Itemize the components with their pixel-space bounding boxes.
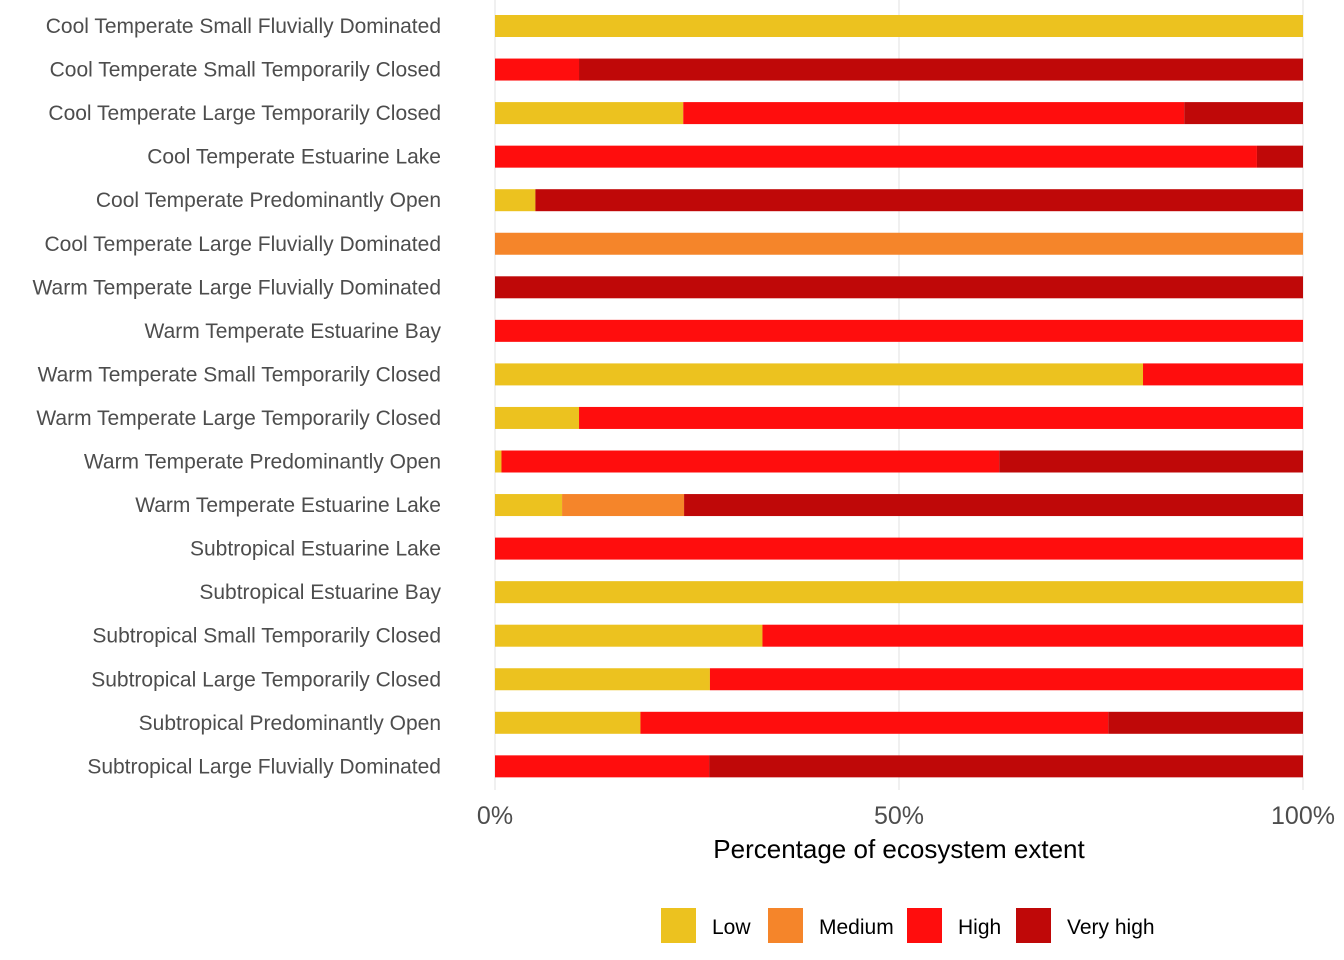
category-label: Subtropical Estuarine Lake [190,538,441,561]
bar-segment-high [683,102,1185,125]
bar-segment-very-high [495,276,1303,299]
x-tick-label: 100% [1271,802,1335,830]
category-labels: Cool Temperate Small Fluvially Dominated… [33,15,442,778]
legend-label: Medium [819,916,894,939]
bar-segment-very-high [535,189,1303,212]
category-label: Warm Temperate Large Fluvially Dominated [33,276,442,299]
legend-label: Very high [1067,916,1155,939]
legend: Low Medium High Very high [661,908,1155,943]
legend-label: Low [712,916,751,939]
category-label: Warm Temperate Large Temporarily Closed [36,407,441,430]
category-label: Warm Temperate Predominantly Open [84,451,441,474]
bar-segment-very-high [1108,711,1303,734]
bar-segment-low [495,363,1144,386]
bar-segment-low [495,668,710,691]
bar-segment-low [495,189,536,212]
bar-segment-very-high [1256,145,1303,168]
category-label: Warm Temperate Small Temporarily Closed [38,363,441,386]
bar-segment-low [495,581,1303,604]
bar-segment-low [495,450,502,473]
bar-segment-low [495,406,580,429]
bar-segment-very-high [579,58,1303,81]
category-label: Cool Temperate Small Temporarily Closed [50,59,441,82]
bar-segment-very-high [709,755,1303,778]
bar-segment-low [495,711,641,734]
bars-layer [495,15,1303,778]
category-label: Warm Temperate Estuarine Lake [135,494,441,517]
legend-swatch-very-high [1016,908,1051,943]
bar-segment-medium [562,494,685,517]
legend-swatch-high [907,908,942,943]
bar-segment-very-high [1184,102,1303,125]
bar-segment-high [501,450,1000,473]
bar-segment-high [495,145,1257,168]
category-label: Cool Temperate Large Temporarily Closed [48,102,441,125]
legend-label: High [958,916,1001,939]
bar-segment-high [579,406,1303,429]
bar-segment-high [495,319,1303,342]
x-axis-ticks: 0% 50% 100% [477,802,1335,830]
legend-swatch-low [661,908,696,943]
category-label: Warm Temperate Estuarine Bay [145,320,442,343]
category-label: Subtropical Small Temporarily Closed [92,625,441,648]
bar-segment-high [495,755,710,778]
legend-swatch-medium [768,908,803,943]
bar-segment-very-high [999,450,1303,473]
category-label: Subtropical Estuarine Bay [199,581,441,604]
bar-segment-low [495,15,1303,37]
bar-segment-high [709,668,1303,691]
category-label: Subtropical Predominantly Open [139,712,441,735]
category-label: Cool Temperate Small Fluvially Dominated [46,15,441,38]
bar-segment-high [640,711,1109,734]
x-tick-label: 50% [874,802,924,830]
category-label: Subtropical Large Fluvially Dominated [87,755,441,778]
bar-segment-high [495,537,1303,560]
bar-segment-low [495,494,563,517]
category-label: Subtropical Large Temporarily Closed [91,668,441,691]
bar-segment-high [1143,363,1303,386]
category-label: Cool Temperate Large Fluvially Dominated [45,233,441,256]
category-label: Cool Temperate Predominantly Open [96,189,441,212]
bar-segment-medium [495,232,1303,255]
x-tick-label: 0% [477,802,513,830]
bar-segment-very-high [684,494,1303,517]
bar-segment-high [762,624,1303,647]
bar-segment-low [495,624,763,647]
category-label: Cool Temperate Estuarine Lake [147,146,441,169]
bar-segment-low [495,102,684,125]
bar-segment-high [495,58,580,81]
x-axis-title: Percentage of ecosystem extent [713,834,1085,864]
grid-layer [494,0,1304,790]
